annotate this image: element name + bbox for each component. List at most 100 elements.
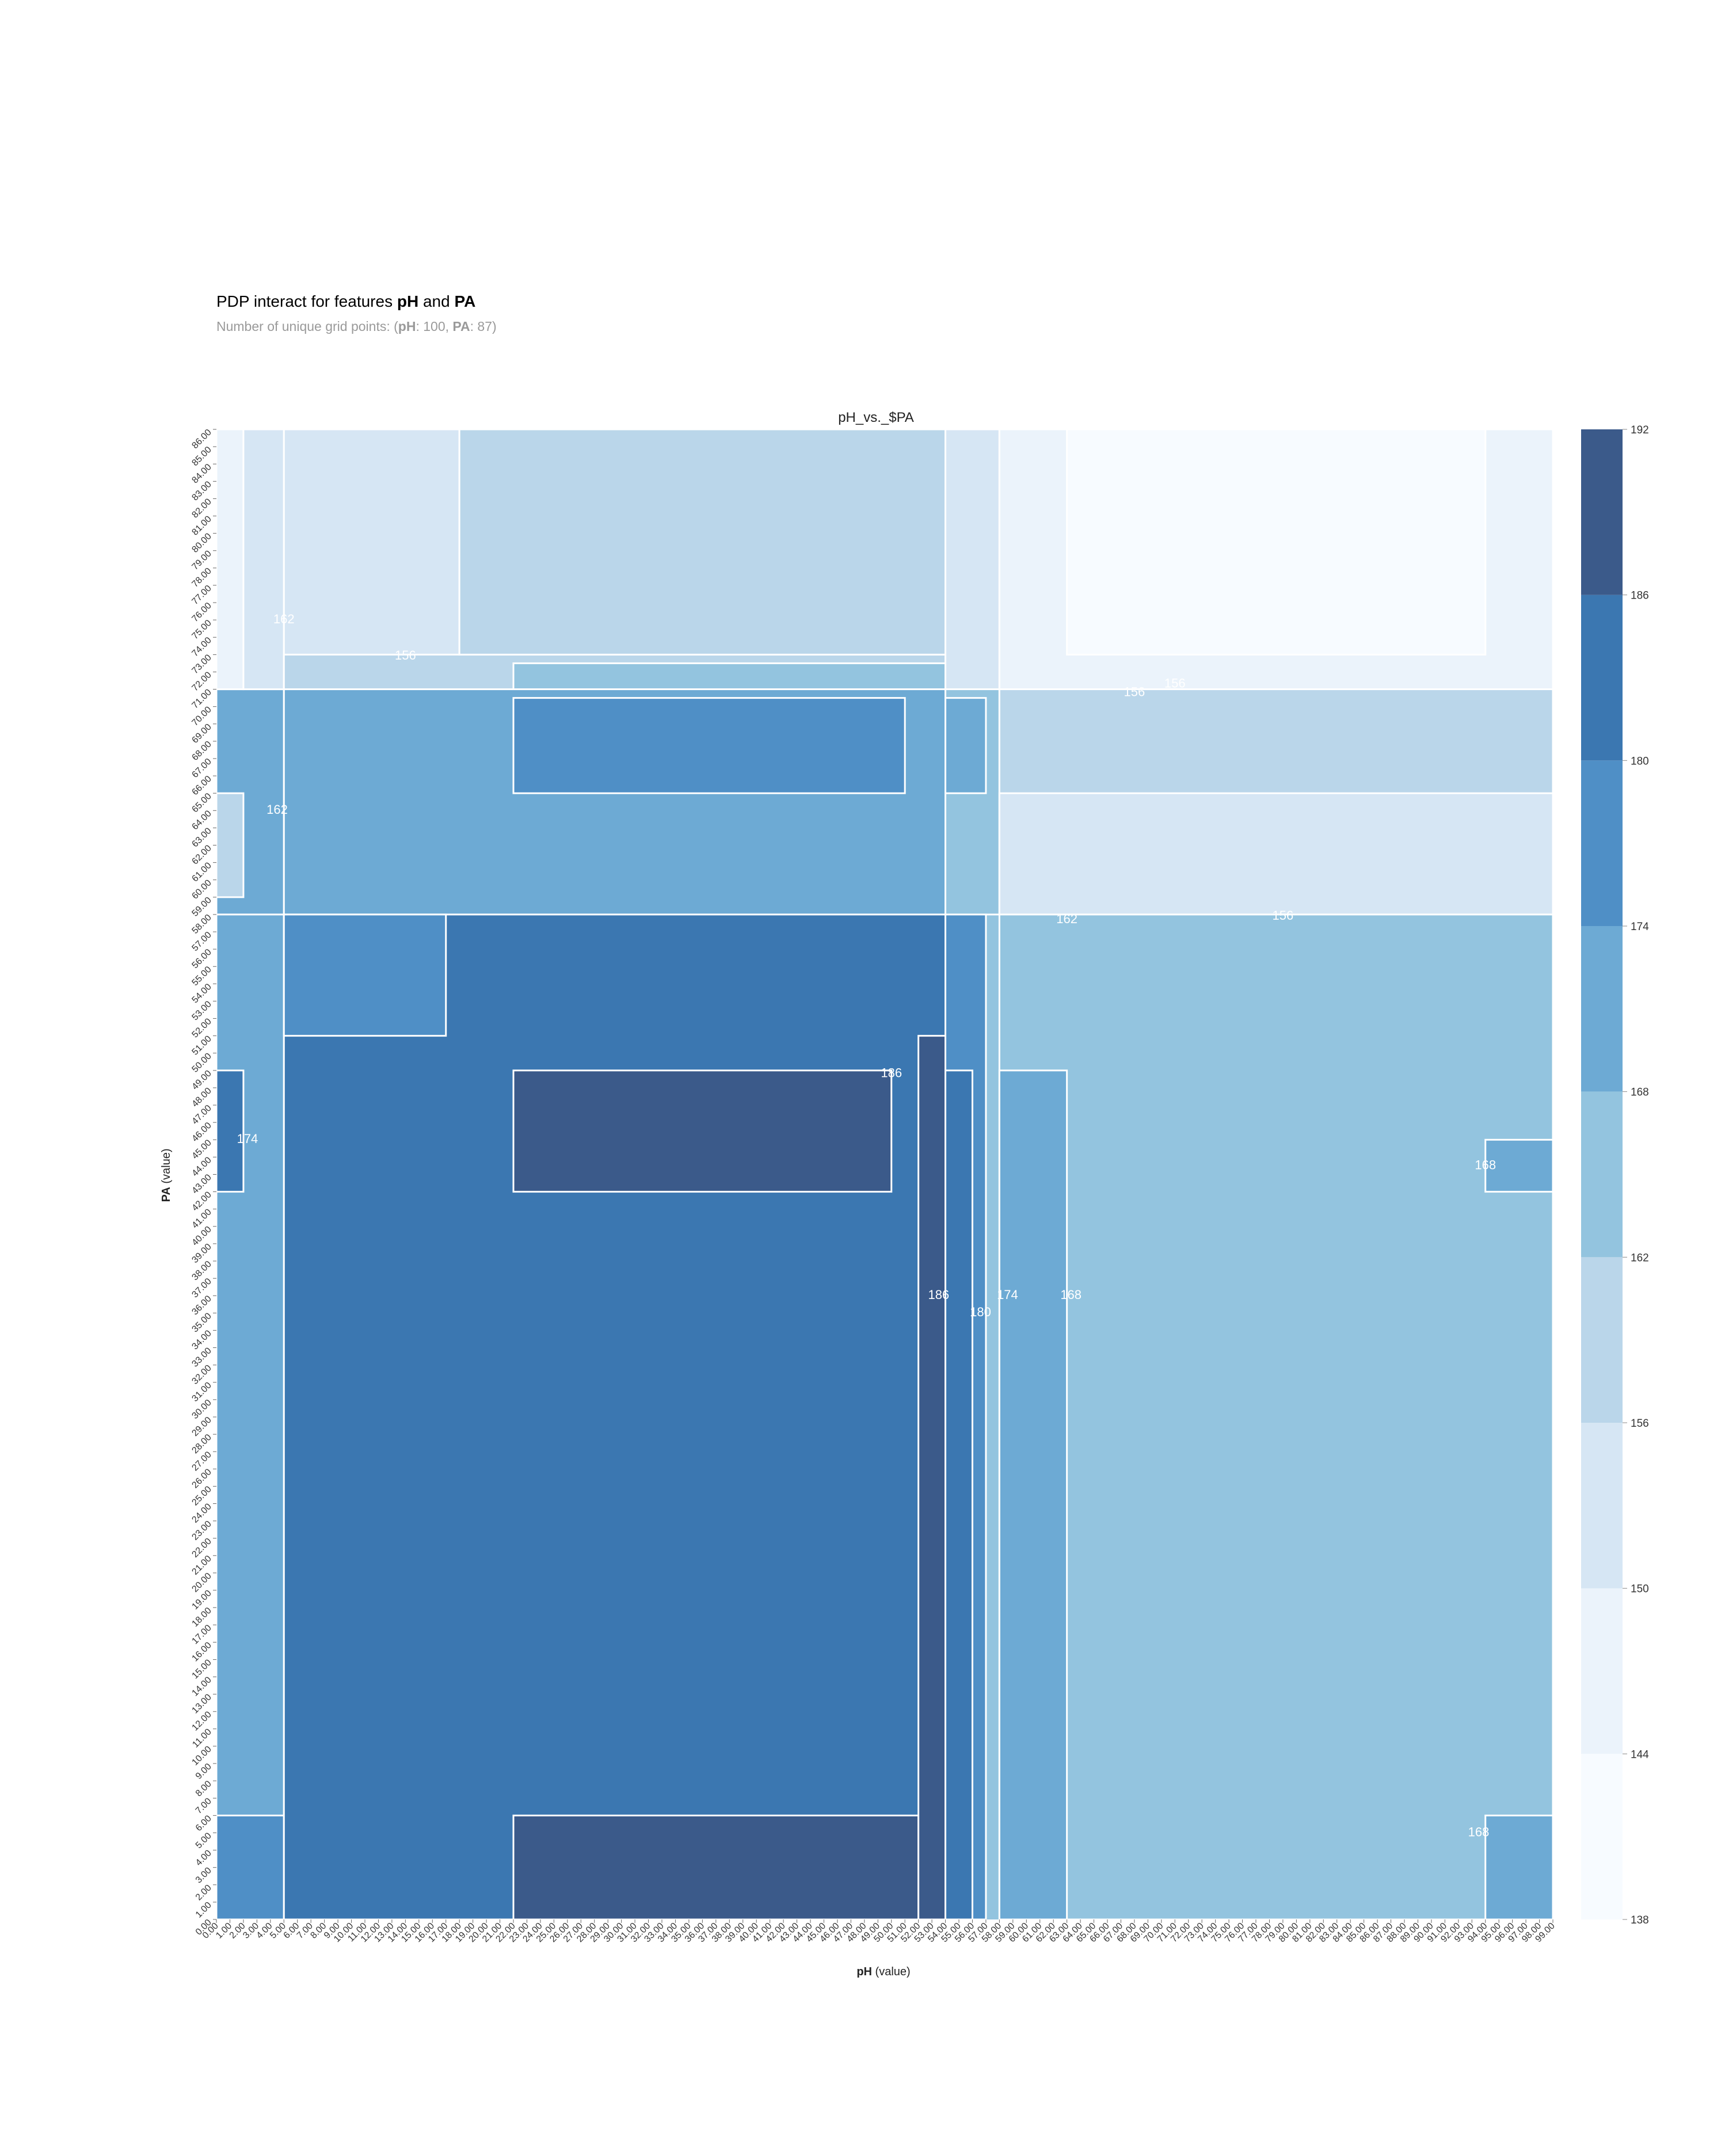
colorbar-tick-label: 180 [1631, 755, 1649, 767]
y-tick-label: 54.00 [190, 982, 213, 1005]
title-feature-y: PA [454, 292, 476, 310]
y-tick-label: 41.00 [190, 1207, 213, 1230]
y-tick-label: 73.00 [190, 653, 213, 676]
y-tick-label: 63.00 [190, 826, 213, 849]
y-tick-label: 78.00 [190, 566, 213, 589]
contour-label: 156 [1273, 908, 1294, 923]
y-tick-label: 47.00 [190, 1103, 213, 1126]
colorbar-segment [1581, 1091, 1623, 1258]
contour-label: 162 [266, 802, 288, 817]
y-tick-label: 1.00 [194, 1900, 214, 1920]
x-axis-label: pH (value) [856, 1965, 910, 1978]
y-tick-label: 48.00 [190, 1086, 213, 1109]
y-tick-label: 40.00 [190, 1225, 213, 1248]
y-tick-label: 19.00 [190, 1589, 213, 1612]
y-tick-label: 69.00 [190, 722, 213, 745]
title-prefix: PDP interact for features [216, 292, 397, 310]
contour-region [998, 792, 1554, 916]
colorbar-segment [1581, 926, 1623, 1092]
y-tick-label: 76.00 [190, 601, 213, 624]
contour-region [215, 792, 245, 898]
colorbar-segment [1581, 1257, 1623, 1423]
contour-region [945, 697, 987, 794]
y-tick-label: 71.00 [190, 687, 213, 710]
y-tick-label: 39.00 [190, 1242, 213, 1265]
y-tick-label: 65.00 [190, 791, 213, 814]
subtitle-x-count: 100 [423, 319, 445, 334]
contour-label: 168 [1468, 1824, 1490, 1839]
subtitle-y-name: PA [452, 319, 470, 334]
contour-region [998, 1069, 1068, 1921]
contour-label: 162 [273, 612, 295, 626]
colorbar-segment [1581, 1423, 1623, 1589]
contour-label: 156 [1124, 684, 1145, 699]
contour-label: 186 [881, 1066, 902, 1080]
subtitle-x-sep: : [416, 319, 424, 334]
contour-label: 162 [1056, 912, 1077, 926]
y-tick-label: 10.00 [190, 1744, 213, 1768]
y-tick-label: 32.00 [190, 1363, 213, 1386]
colorbar-segment [1581, 429, 1623, 595]
contour-region [1484, 1138, 1554, 1193]
contour-label: 186 [928, 1287, 949, 1302]
colorbar-tick-label: 138 [1631, 1914, 1649, 1926]
contour-region [512, 662, 947, 691]
contour-region [215, 1069, 245, 1193]
y-tick-label: 85.00 [190, 445, 213, 468]
contour-region [283, 913, 947, 1921]
colorbar-tick-label: 156 [1631, 1418, 1649, 1430]
y-tick-label: 38.00 [190, 1259, 213, 1282]
x-axis: 0.001.002.003.004.005.006.007.008.009.00… [201, 1919, 1557, 1944]
y-tick-label: 13.00 [190, 1692, 213, 1715]
y-tick-label: 64.00 [190, 809, 213, 832]
contour-region [945, 428, 1000, 691]
y-tick-label: 20.00 [190, 1571, 213, 1594]
y-tick-label: 77.00 [190, 584, 213, 607]
contour-label: 180 [970, 1305, 991, 1319]
title-feature-x: pH [397, 292, 419, 310]
plot-area [215, 428, 1554, 1921]
chart-header: PDP interact for features pH and PA Numb… [216, 292, 497, 334]
subtitle-prefix: Number of unique grid points: ( [216, 319, 398, 334]
colorbar-tick-label: 168 [1631, 1087, 1649, 1099]
contour-label: 174 [997, 1287, 1018, 1302]
contour-region [512, 1814, 920, 1921]
y-tick-label: 34.00 [190, 1328, 213, 1351]
y-tick-label: 66.00 [190, 774, 213, 797]
y-tick-label: 82.00 [190, 497, 213, 520]
y-axis: 0.001.002.003.004.005.006.007.008.009.00… [190, 428, 216, 1937]
x-axis-label-suffix: (value) [872, 1965, 911, 1978]
y-tick-label: 59.00 [190, 896, 213, 919]
y-tick-label: 33.00 [190, 1346, 213, 1369]
y-tick-label: 24.00 [190, 1502, 213, 1525]
y-tick-label: 37.00 [190, 1277, 213, 1300]
y-tick-label: 27.00 [190, 1450, 213, 1473]
y-tick-label: 84.00 [190, 462, 213, 485]
title-join: and [418, 292, 455, 310]
y-tick-label: 62.00 [190, 843, 213, 866]
contour-region [512, 697, 906, 794]
y-tick-label: 7.00 [194, 1796, 214, 1816]
contour-region [512, 1069, 893, 1193]
y-tick-label: 45.00 [190, 1138, 213, 1161]
subtitle-x-name: pH [398, 319, 416, 334]
x-axis-label-name: pH [856, 1965, 872, 1978]
contour-label: 174 [237, 1132, 258, 1146]
y-tick-label: 68.00 [190, 740, 213, 763]
colorbar-segment [1581, 760, 1623, 926]
y-tick-label: 29.00 [190, 1415, 213, 1438]
y-tick-label: 53.00 [190, 999, 213, 1022]
y-tick-label: 70.00 [190, 704, 213, 727]
y-tick-label: 15.00 [190, 1658, 213, 1681]
contour-labels: 156 156 156 156 162 162 162 174 186 186 180 174 168 1… [237, 612, 1496, 1839]
y-tick-label: 21.00 [190, 1554, 213, 1577]
y-tick-label: 30.00 [190, 1398, 213, 1421]
y-tick-label: 57.00 [190, 930, 213, 953]
y-tick-label: 50.00 [190, 1052, 213, 1075]
y-tick-label: 44.00 [190, 1155, 213, 1178]
y-tick-label: 58.00 [190, 913, 213, 936]
contour-region [917, 1035, 947, 1921]
y-tick-label: 72.00 [190, 670, 213, 693]
contour-region [215, 1814, 285, 1921]
